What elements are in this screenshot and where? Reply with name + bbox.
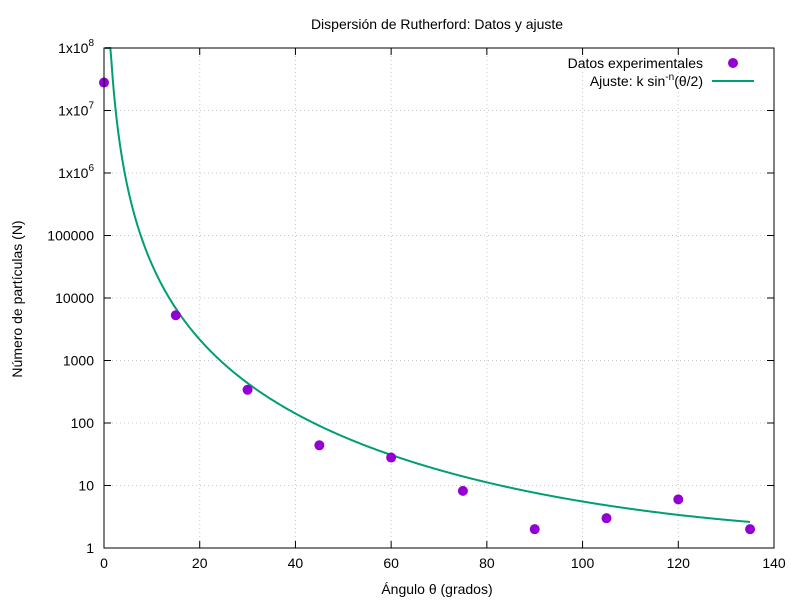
x-tick-label: 100 bbox=[571, 555, 595, 571]
y-tick-label: 100000 bbox=[47, 228, 94, 244]
fit-curve-layer bbox=[104, 47, 751, 523]
x-tick-label: 40 bbox=[288, 555, 304, 571]
y-tick-label: 10000 bbox=[55, 290, 94, 306]
x-tick-label: 20 bbox=[192, 555, 208, 571]
legend-label-fit-main: Ajuste: k sin bbox=[590, 73, 665, 89]
y-axis-title: Número de partículas (N) bbox=[9, 220, 25, 377]
y-tick-label-exponent: 7 bbox=[88, 101, 94, 112]
data-point bbox=[170, 310, 181, 321]
data-points-layer bbox=[99, 77, 756, 535]
x-axis-title: Ángulo θ (grados) bbox=[381, 581, 492, 597]
y-tick-label-exponent: 8 bbox=[88, 38, 94, 49]
x-tick-label: 140 bbox=[762, 555, 786, 571]
x-axis-tick-labels: 0 20 40 60 80 100 120 140 bbox=[100, 555, 786, 571]
y-tick-label: 10 bbox=[78, 478, 94, 494]
y-tick-label: 1x108 bbox=[58, 38, 94, 56]
y-tick-label-base: 1x10 bbox=[58, 103, 89, 119]
data-point bbox=[314, 440, 325, 451]
data-point bbox=[673, 494, 684, 505]
data-point bbox=[457, 485, 468, 496]
x-tick-label: 60 bbox=[383, 555, 399, 571]
legend-label-fit-tail: (θ/2) bbox=[674, 73, 703, 89]
y-tick-label: 1x106 bbox=[58, 163, 94, 181]
axis-ticks bbox=[103, 47, 775, 549]
chart-title: Dispersión de Rutherford: Datos y ajuste bbox=[311, 16, 563, 32]
legend-marker-data bbox=[728, 58, 738, 68]
y-tick-label-base: 1x10 bbox=[58, 165, 89, 181]
x-tick-label: 0 bbox=[100, 555, 108, 571]
x-tick-label: 120 bbox=[667, 555, 691, 571]
legend: Datos experimentales Ajuste: k sin-n(θ/2… bbox=[568, 55, 754, 89]
x-tick-label: 80 bbox=[479, 555, 495, 571]
data-point bbox=[242, 384, 253, 395]
y-tick-label: 100 bbox=[71, 415, 95, 431]
legend-label-fit-exponent: -n bbox=[665, 72, 674, 83]
legend-label-fit: Ajuste: k sin-n(θ/2) bbox=[590, 72, 703, 89]
legend-label-data: Datos experimentales bbox=[568, 55, 703, 71]
grid-lines bbox=[104, 48, 774, 548]
y-tick-label-exponent: 6 bbox=[88, 163, 94, 174]
data-point bbox=[529, 524, 540, 535]
y-tick-label: 1x107 bbox=[58, 101, 94, 119]
data-point bbox=[386, 452, 397, 463]
y-tick-label: 1000 bbox=[63, 353, 94, 369]
data-point bbox=[601, 513, 612, 524]
y-tick-label-base: 1x10 bbox=[58, 40, 89, 56]
fit-curve bbox=[104, 47, 751, 523]
y-tick-label: 1 bbox=[86, 540, 94, 556]
data-point bbox=[745, 524, 756, 535]
